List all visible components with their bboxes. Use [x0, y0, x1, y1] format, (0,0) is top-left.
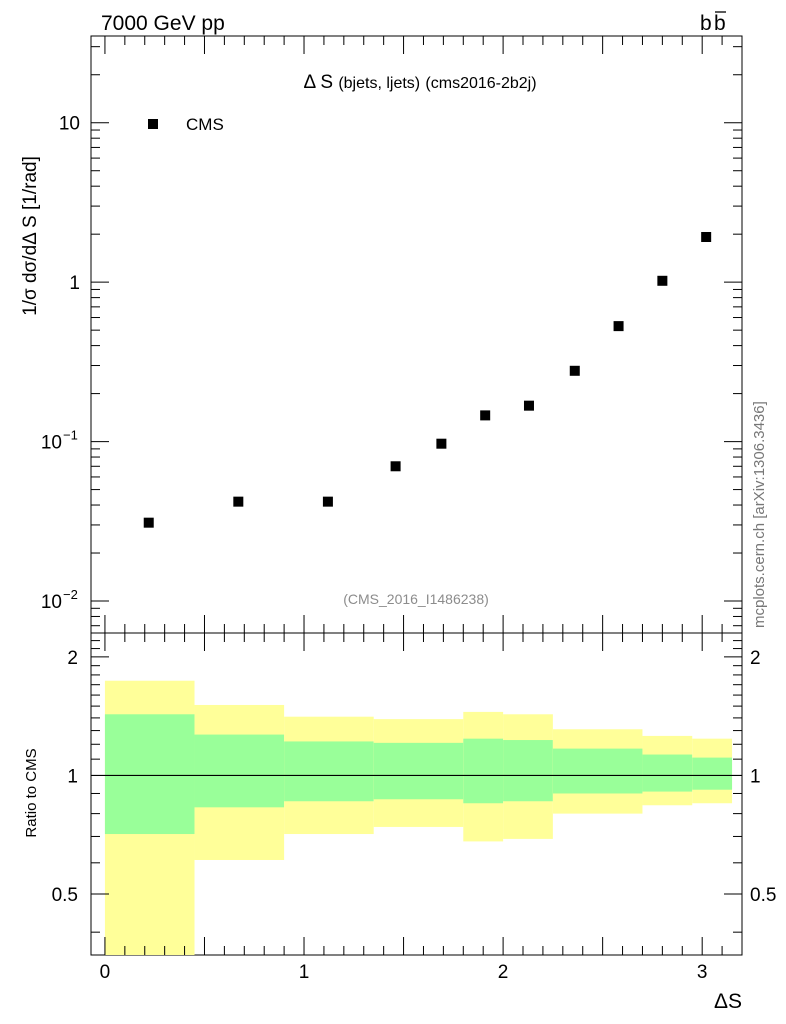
y-tick-exponent: −1 — [63, 428, 78, 443]
watermark-text: mcplots.cern.ch [arXiv:1306.3436] — [751, 401, 768, 628]
data-point — [322, 496, 333, 507]
header-right-b: b — [700, 12, 712, 35]
data-point — [613, 321, 624, 332]
legend-marker — [148, 119, 158, 129]
ratio-x-axis: 0 1 2 3 — [100, 633, 723, 983]
ratio-y-tick-label-right: 1 — [750, 766, 761, 787]
uncertainty-band-inner — [284, 741, 374, 802]
uncertainty-band-inner — [552, 748, 643, 794]
data-point — [233, 496, 244, 507]
y-tick-exponent: −2 — [63, 587, 78, 602]
legend-label: CMS — [186, 115, 224, 134]
main-title: Δ S (bjets, ljets) (cms2016-2b2j) — [303, 72, 536, 93]
header-right-bbar: b — [714, 12, 726, 35]
y-tick-label: 10 — [59, 114, 80, 135]
uncertainty-band-inner — [642, 754, 693, 792]
y-tick-label: 1 — [69, 273, 80, 294]
title-small: (bjets, ljets) — [338, 75, 420, 92]
title-symbol: Δ S — [303, 72, 333, 93]
uncertainty-band-inner — [104, 714, 195, 835]
ratio-frame — [90, 632, 743, 956]
uncertainty-band-inner — [463, 738, 504, 804]
ratio-y-tick-label-right: 2 — [750, 648, 761, 669]
data-point — [480, 410, 491, 421]
ratio-y-tick-label-right: 0.5 — [750, 885, 776, 906]
ratio-xlabel: ΔS — [714, 990, 742, 1013]
y-tick-label: 10 — [41, 433, 62, 454]
data-point — [390, 461, 401, 472]
data-point — [143, 517, 154, 528]
ratio-y-tick-label-left: 0.5 — [52, 885, 78, 906]
data-point — [569, 365, 580, 376]
title-tag: (cms2016-2b2j) — [425, 75, 536, 92]
y-tick-label: 10 — [41, 592, 62, 613]
data-point — [436, 438, 447, 449]
main-ylabel: 1/σ dσ/dΔ S [1/rad] — [20, 156, 41, 316]
header-left: 7000 GeV pp — [101, 12, 225, 35]
header-right: b b — [700, 11, 726, 35]
main-data-series — [143, 231, 712, 528]
uncertainty-band-inner — [503, 740, 553, 802]
x-tick-label: 2 — [498, 962, 509, 983]
analysis-id: (CMS_2016_I1486238) — [343, 591, 489, 607]
ratio-y-tick-label-left: 2 — [67, 648, 78, 669]
ratio-y-tick-label-left: 1 — [67, 766, 78, 787]
ratio-ylabel: Ratio to CMS — [23, 748, 40, 837]
ratio-y-axis: 2 2 1 1 0.5 0.5 — [52, 640, 776, 933]
data-point — [701, 231, 712, 242]
uncertainty-band-inner — [194, 734, 285, 808]
x-tick-label: 0 — [100, 962, 111, 983]
data-point — [523, 400, 534, 411]
x-tick-label: 3 — [697, 962, 708, 983]
ratio-bands — [91, 680, 742, 955]
main-x-ticks — [104, 36, 723, 633]
data-point — [657, 275, 668, 286]
x-tick-label: 1 — [299, 962, 310, 983]
uncertainty-band-inner — [373, 742, 464, 800]
uncertainty-band-inner — [692, 757, 733, 790]
